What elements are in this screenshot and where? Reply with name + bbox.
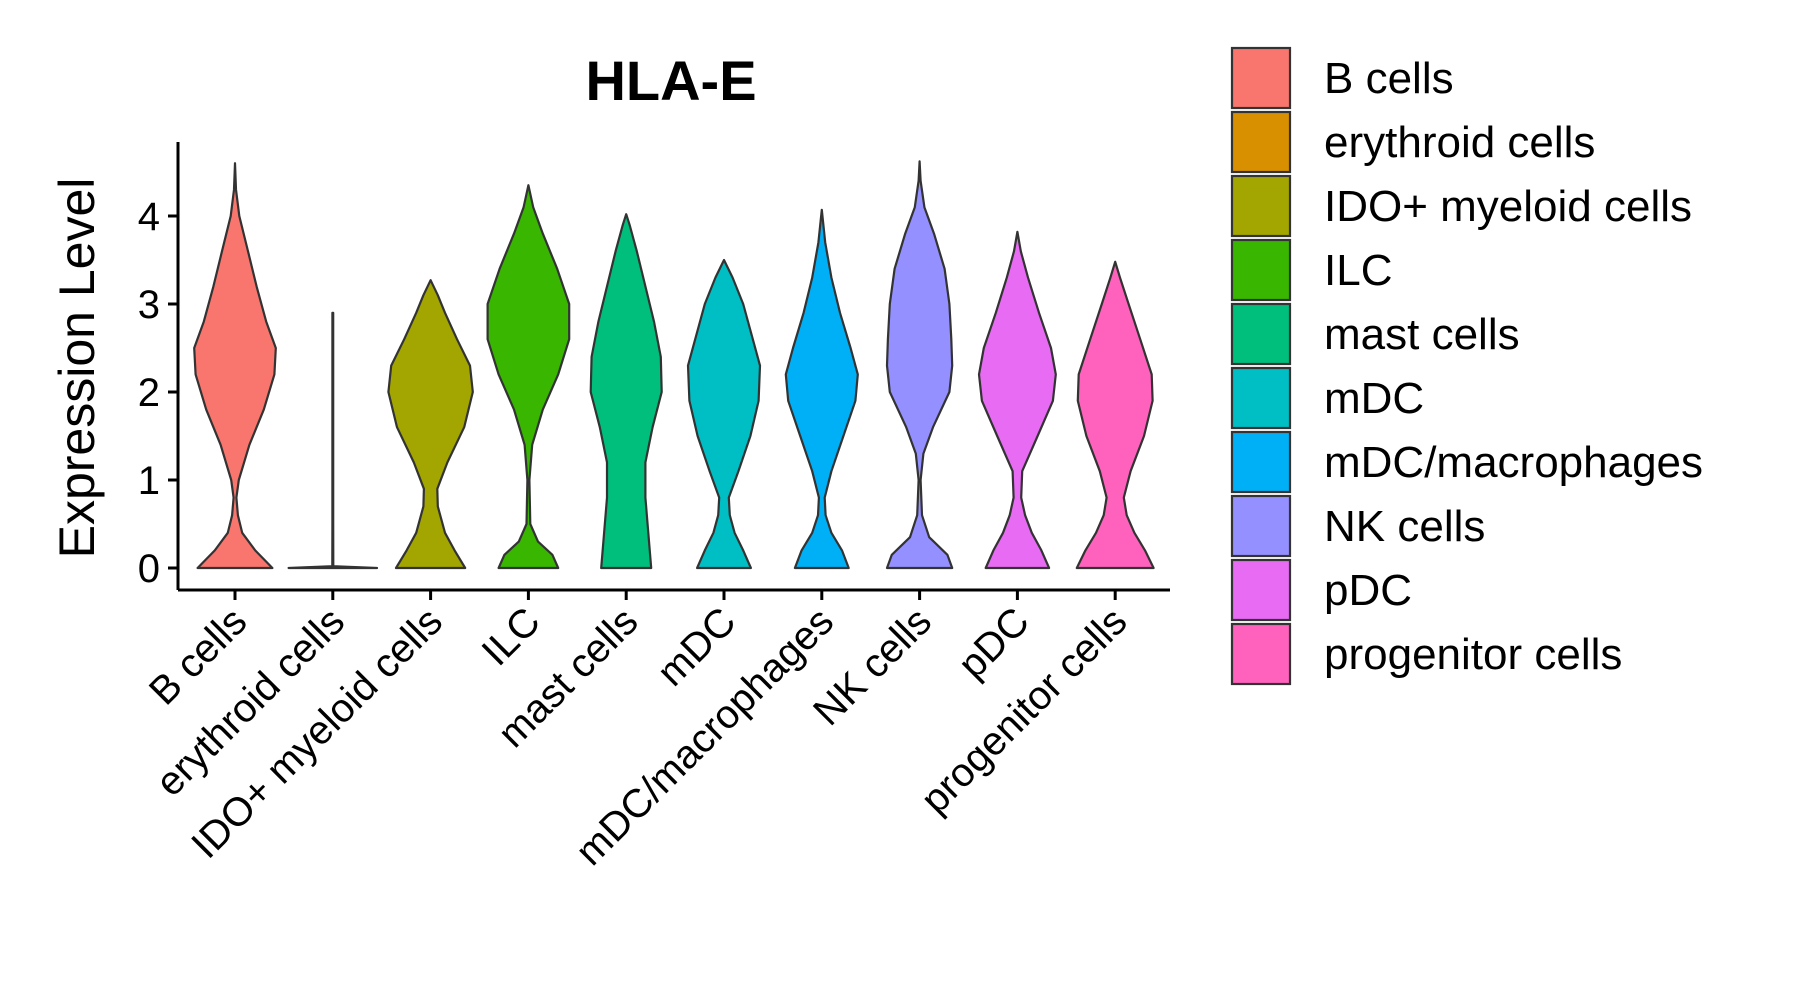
legend-key-nk-cells — [1230, 494, 1292, 558]
violin-ilc — [486, 184, 571, 570]
legend-key-mdc-macrophages — [1230, 430, 1292, 494]
legend: B cells erythroid cells IDO+ myeloid cells… — [1230, 46, 1703, 686]
violin-pdc — [977, 230, 1057, 570]
y-tick-label: 4 — [138, 195, 160, 239]
violin-mdc-macrophages — [784, 208, 859, 570]
legend-key-b-cells — [1230, 46, 1292, 110]
legend-label-b-cells: B cells — [1324, 54, 1454, 103]
legend-key-ido-myeloid-cells — [1230, 174, 1292, 238]
chart-title: HLA-E — [585, 49, 756, 112]
violin-progenitor-cells — [1075, 260, 1155, 570]
violin-b-cells — [193, 162, 277, 570]
legend-key-pdc — [1230, 558, 1292, 622]
legend-label-mdc-macrophages: mDC/macrophages — [1324, 438, 1703, 487]
y-tick-label: 2 — [138, 371, 160, 415]
legend-key-erythroid-cells — [1230, 110, 1292, 174]
legend-label-ido-myeloid-cells: IDO+ myeloid cells — [1324, 182, 1692, 231]
y-tick-label: 1 — [138, 459, 160, 503]
y-tick-label: 3 — [138, 283, 160, 327]
legend-label-pdc: pDC — [1324, 566, 1412, 615]
y-axis-label: Expression Level — [49, 178, 105, 559]
x-tick-label-ilc: ILC — [474, 599, 549, 674]
legend-key-mast-cells — [1230, 302, 1292, 366]
legend-label-ilc: ILC — [1324, 246, 1392, 295]
legend-label-erythroid-cells: erythroid cells — [1324, 118, 1595, 167]
violins-group — [193, 160, 1155, 570]
violin-mdc — [686, 258, 762, 570]
x-tick-label-pdc: pDC — [950, 599, 1038, 687]
legend-key-ilc — [1230, 238, 1292, 302]
legend-key-progenitor-cells — [1230, 622, 1292, 686]
legend-label-mdc: mDC — [1324, 374, 1424, 423]
legend-key-mdc — [1230, 366, 1292, 430]
legend-label-mast-cells: mast cells — [1324, 310, 1520, 359]
violin-nk-cells — [885, 160, 954, 570]
violin-ido-myeloid-cells — [387, 279, 474, 570]
y-tick-label: 0 — [138, 547, 160, 591]
violin-mast-cells — [589, 213, 663, 570]
legend-label-progenitor-cells: progenitor cells — [1324, 630, 1622, 679]
violin-erythroid-cells — [287, 311, 379, 570]
legend-label-nk-cells: NK cells — [1324, 502, 1485, 551]
